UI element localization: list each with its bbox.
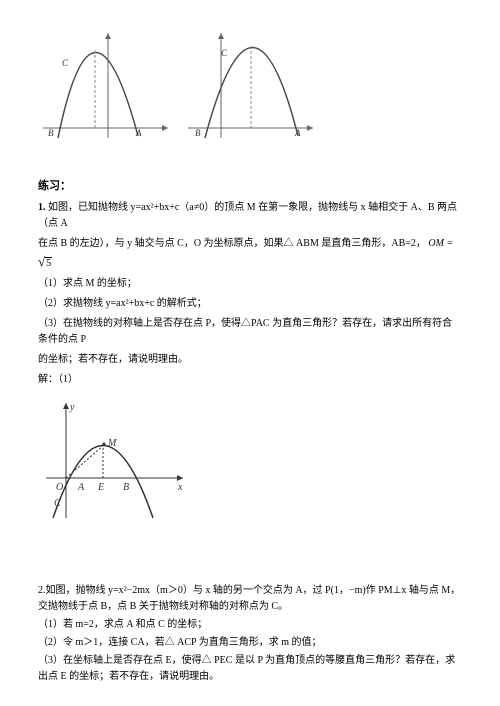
problem1-line2: 在点 B 的左边），与 y 轴交与点 C，O 为坐标原点，如果△ ABM 是直角… — [38, 236, 462, 273]
p1-number: 1. — [38, 202, 46, 213]
svg-text:B: B — [48, 128, 54, 138]
svg-text:O: O — [56, 482, 63, 493]
svg-text:A: A — [294, 128, 301, 138]
q3: （3）在抛物线的对称轴上是否存在点 P，使得△PAC 为直角三角形？若存在，请求… — [38, 316, 462, 348]
p2-number: 2. — [38, 585, 46, 596]
q1: （1）求点 M 的坐标； — [38, 276, 462, 292]
sqrt5: √5 — [38, 252, 52, 273]
mid-figure: y x O A E B M C — [38, 398, 462, 523]
p2-q3: （3）在坐标轴上是否存在点 E，使得△ PEC 是以 P 为直角顶点的等腰直角三… — [38, 653, 462, 685]
p1-text2: 在点 B 的左边），与 y 轴交与点 C，O 为坐标原点，如果△ ABM 是直角… — [38, 238, 426, 249]
svg-text:M: M — [107, 438, 117, 449]
p2-q1: （1）若 m=2，求点 A 和点 C 的坐标； — [38, 617, 462, 633]
p2-line1: 2.如图，抛物线 y=x²−2mx（m＞0）与 x 轴的另一个交点为 A，过 P… — [38, 583, 462, 615]
svg-text:B: B — [195, 128, 201, 138]
figure-right: B C A — [183, 28, 318, 148]
p1-om: OM = — [428, 238, 453, 249]
problem1-line1: 1. 如图，已知抛物线 y=ax²+bx+c（a≠0）的顶点 M 在第一象限，抛… — [38, 200, 462, 232]
svg-text:E: E — [97, 482, 104, 493]
top-figures: B C A B C A — [38, 28, 462, 148]
svg-text:A: A — [135, 128, 142, 138]
p2-text1: 如图，抛物线 y=x²−2mx（m＞0）与 x 轴的另一个交点为 A，过 P(1… — [38, 585, 460, 612]
svg-text:B: B — [123, 482, 129, 493]
q3b: 的坐标；若不存在，请说明理由。 — [38, 352, 462, 368]
p2-q2: （2）令 m＞1，连接 CA，若△ ACP 为直角三角形，求 m 的值； — [38, 635, 462, 651]
q2: （2）求抛物线 y=ax²+bx+c 的解析式； — [38, 296, 462, 312]
svg-text:C: C — [54, 498, 61, 509]
section-title: 练习： — [38, 178, 462, 196]
figure-left: B C A — [38, 28, 173, 148]
svg-text:C: C — [62, 58, 69, 68]
svg-text:y: y — [69, 402, 75, 413]
svg-text:x: x — [177, 482, 183, 493]
svg-text:A: A — [77, 482, 85, 493]
p1-text1: 如图，已知抛物线 y=ax²+bx+c（a≠0）的顶点 M 在第一象限，抛物线与… — [38, 202, 457, 229]
problem2: 2.如图，抛物线 y=x²−2mx（m＞0）与 x 轴的另一个交点为 A，过 P… — [38, 583, 462, 685]
svg-text:C: C — [221, 48, 228, 58]
solution-label: 解：（1） — [38, 372, 462, 388]
